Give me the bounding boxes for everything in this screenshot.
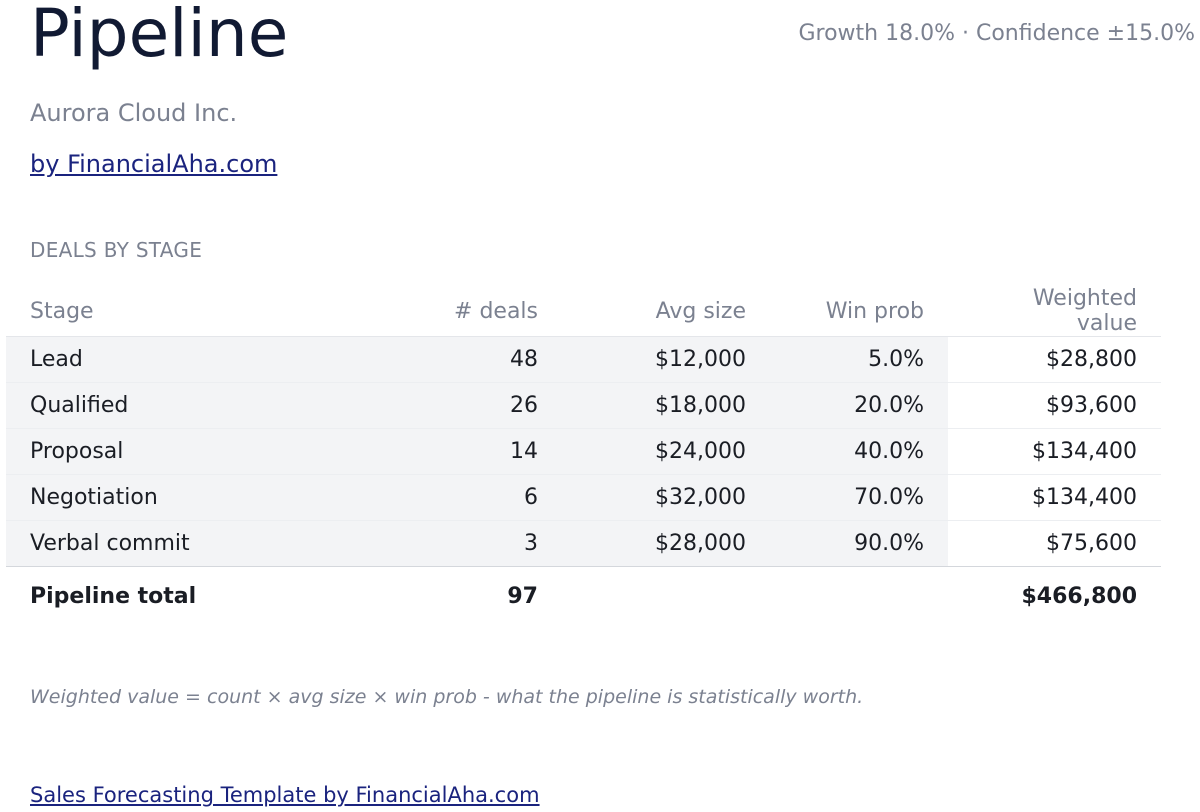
cell-stage: Proposal bbox=[6, 428, 384, 475]
deals-by-stage-table: Stage # deals Avg size Win prob Weighted… bbox=[6, 286, 1161, 625]
table-row: Verbal commit 3 $28,000 90.0% $75,600 bbox=[6, 520, 1161, 567]
cell-avg-size: $12,000 bbox=[562, 336, 770, 383]
cell-deals: 26 bbox=[384, 382, 562, 429]
cell-weighted-value: $134,400 bbox=[948, 428, 1161, 475]
cell-weighted-value: $28,800 bbox=[948, 336, 1161, 383]
cell-deals: 48 bbox=[384, 336, 562, 383]
table-row: Qualified 26 $18,000 20.0% $93,600 bbox=[6, 382, 1161, 429]
cell-win-prob: 20.0% bbox=[770, 382, 948, 429]
company-name: Aurora Cloud Inc. bbox=[30, 99, 238, 127]
byline-link[interactable]: by FinancialAha.com bbox=[30, 150, 278, 178]
section-label: DEALS BY STAGE bbox=[30, 238, 203, 262]
cell-win-prob: 90.0% bbox=[770, 520, 948, 567]
cell-stage: Lead bbox=[6, 336, 384, 383]
cell-stage: Verbal commit bbox=[6, 520, 384, 567]
cell-stage: Negotiation bbox=[6, 474, 384, 521]
growth-confidence-summary: Growth 18.0% · Confidence ±15.0% bbox=[798, 21, 1195, 46]
total-avg-size-empty bbox=[562, 567, 770, 626]
total-row: Pipeline total 97 $466,800 bbox=[6, 567, 1161, 626]
table-row: Proposal 14 $24,000 40.0% $134,400 bbox=[6, 428, 1161, 475]
weighted-value-note: Weighted value = count × avg size × win … bbox=[30, 686, 864, 708]
cell-win-prob: 70.0% bbox=[770, 474, 948, 521]
cell-deals: 3 bbox=[384, 520, 562, 567]
column-header-win-prob: Win prob bbox=[770, 286, 948, 337]
column-header-weighted-value: Weighted value bbox=[948, 286, 1161, 337]
cell-weighted-value: $134,400 bbox=[948, 474, 1161, 521]
cell-weighted-value: $93,600 bbox=[948, 382, 1161, 429]
table-row: Lead 48 $12,000 5.0% $28,800 bbox=[6, 336, 1161, 383]
cell-win-prob: 5.0% bbox=[770, 336, 948, 383]
total-deals: 97 bbox=[507, 583, 538, 609]
cell-avg-size: $18,000 bbox=[562, 382, 770, 429]
column-header-avg-size: Avg size bbox=[562, 286, 770, 337]
table-header-row: Stage # deals Avg size Win prob Weighted… bbox=[6, 286, 1161, 337]
cell-avg-size: $32,000 bbox=[562, 474, 770, 521]
footer-link[interactable]: Sales Forecasting Template by FinancialA… bbox=[30, 783, 540, 807]
total-win-prob-empty bbox=[770, 567, 948, 626]
cell-deals: 14 bbox=[384, 428, 562, 475]
cell-win-prob: 40.0% bbox=[770, 428, 948, 475]
total-label: Pipeline total bbox=[30, 583, 197, 609]
table-row: Negotiation 6 $32,000 70.0% $134,400 bbox=[6, 474, 1161, 521]
page-title: Pipeline bbox=[30, 0, 289, 72]
cell-weighted-value: $75,600 bbox=[948, 520, 1161, 567]
cell-avg-size: $28,000 bbox=[562, 520, 770, 567]
cell-avg-size: $24,000 bbox=[562, 428, 770, 475]
column-header-deals: # deals bbox=[384, 286, 562, 337]
total-weighted-value: $466,800 bbox=[1021, 583, 1137, 609]
column-header-stage: Stage bbox=[6, 286, 384, 337]
cell-stage: Qualified bbox=[6, 382, 384, 429]
cell-deals: 6 bbox=[384, 474, 562, 521]
